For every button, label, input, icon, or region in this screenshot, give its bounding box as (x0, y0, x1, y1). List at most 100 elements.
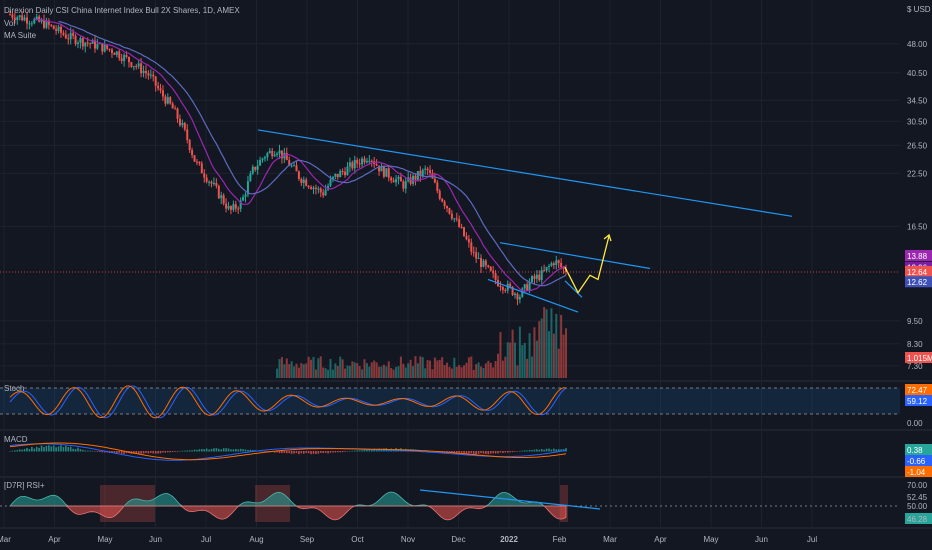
candle-body (285, 152, 288, 161)
macd-histogram-bar (52, 445, 55, 452)
volume-bar (295, 363, 298, 378)
volume-bar (356, 363, 359, 378)
macd-histogram-bar (312, 451, 315, 454)
candle-body (305, 179, 308, 186)
macd-histogram-bar (523, 450, 526, 452)
macd-histogram-bar (23, 448, 26, 452)
candle-body (375, 164, 378, 166)
candle-body (140, 63, 143, 74)
candle-body (81, 38, 84, 47)
candle-body (433, 178, 436, 183)
candle-body (504, 290, 507, 292)
macd-histogram-bar (26, 448, 28, 452)
candle-body (288, 160, 291, 166)
macd-histogram-bar (363, 449, 366, 452)
volume-bar (463, 365, 466, 378)
macd-histogram-bar (101, 451, 104, 453)
candle-body (23, 17, 26, 21)
moving-average-fast (34, 18, 567, 292)
macd-histogram-bar (482, 451, 485, 454)
macd-histogram-bar (463, 451, 465, 454)
candle-body (35, 16, 38, 20)
candle-body (242, 196, 245, 201)
descending-trendline (257, 129, 793, 217)
rsi-tick-label: 70.00 (907, 481, 928, 490)
macd-histogram-bar (332, 451, 334, 453)
macd-histogram-bar (521, 450, 524, 452)
macd-histogram-bar (288, 451, 291, 454)
volume-bar (392, 369, 395, 378)
candle-body (259, 159, 262, 166)
candle-body (348, 162, 351, 167)
volume-bar (448, 366, 451, 378)
macd-histogram-bar (324, 451, 327, 453)
macd-histogram-bar (16, 450, 19, 452)
macd-histogram-bar (470, 451, 473, 454)
stoch-value-label: 59.12 (907, 397, 928, 406)
volume-bar (506, 342, 509, 378)
candle-body (217, 185, 220, 199)
volume-bar (467, 357, 470, 378)
volume-bar (346, 365, 349, 378)
candle-body (125, 55, 128, 57)
candle-body (453, 218, 456, 220)
candle-body (365, 160, 368, 163)
candle-body (254, 166, 257, 170)
volume-bar (511, 329, 514, 378)
volume-bar (501, 360, 504, 378)
macd-histogram-bar (487, 451, 490, 455)
macd-histogram-bar (147, 451, 150, 454)
volume-bar (465, 362, 468, 378)
volume-bar (431, 369, 434, 378)
candle-body (438, 191, 441, 199)
candle-body (149, 74, 152, 76)
macd-histogram-bar (489, 451, 492, 454)
candle-body (280, 150, 283, 159)
candle-body (370, 160, 373, 162)
volume-bar (480, 366, 483, 378)
candle-body (193, 155, 196, 162)
macd-histogram-bar (504, 451, 507, 453)
volume-bar (293, 366, 296, 378)
price-tag (905, 249, 932, 261)
x-tick-label: May (703, 535, 718, 544)
volume-bar (482, 367, 485, 378)
candle-body (11, 14, 14, 18)
candle-body (47, 20, 50, 25)
price-tag (905, 265, 932, 277)
candle-body (45, 20, 48, 28)
candle-body (421, 169, 424, 176)
macd-histogram-bar (133, 451, 135, 454)
macd-histogram-bar (18, 449, 21, 452)
candle-body (533, 276, 536, 279)
macd-histogram-bar (159, 451, 162, 454)
macd-histogram-bar (38, 447, 40, 452)
candle-body (137, 63, 140, 67)
candle-body (310, 187, 313, 190)
candle-body (55, 29, 58, 31)
candle-body (79, 38, 82, 43)
candle-body (208, 181, 211, 183)
candle-body (378, 165, 381, 172)
candle-body (550, 263, 553, 266)
macd-histogram-bar (67, 447, 70, 452)
volume-bar (460, 367, 463, 378)
candle-body (166, 97, 169, 104)
candle-body (278, 150, 281, 154)
volume-bar (290, 361, 293, 378)
macd-histogram-bar (526, 450, 528, 452)
volume-bar (300, 363, 303, 378)
candle-body (480, 258, 483, 268)
candle-body (118, 51, 121, 59)
candle-body (455, 218, 458, 220)
volume-bar (312, 356, 315, 378)
candle-body (69, 32, 72, 40)
volume-bar (421, 357, 424, 378)
candle-body (548, 265, 551, 267)
stoch-value-tag (905, 384, 932, 395)
x-tick-label: Mar (0, 535, 11, 544)
candle-body (436, 182, 439, 192)
volume-bar (557, 348, 560, 378)
macd-histogram-bar (176, 451, 179, 452)
